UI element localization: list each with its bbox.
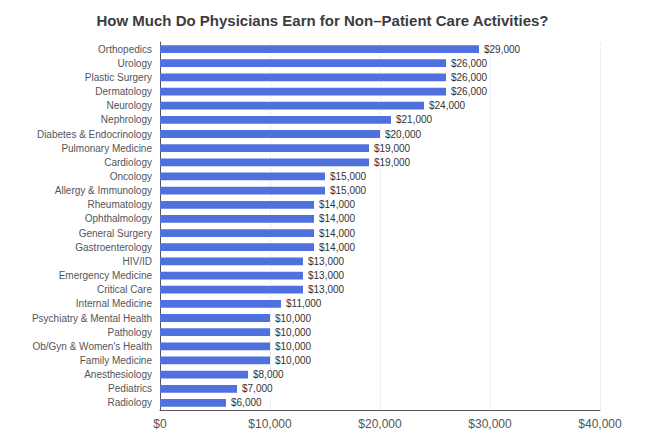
svg-text:$10,000: $10,000: [248, 417, 292, 431]
svg-text:$24,000: $24,000: [429, 100, 466, 111]
svg-text:$26,000: $26,000: [451, 58, 488, 69]
svg-text:Diabetes & Endocrinology: Diabetes & Endocrinology: [37, 129, 152, 140]
svg-text:$15,000: $15,000: [330, 171, 367, 182]
svg-text:$19,000: $19,000: [374, 143, 411, 154]
svg-text:Allergy & Immunology: Allergy & Immunology: [55, 185, 152, 196]
svg-text:$13,000: $13,000: [308, 270, 345, 281]
svg-text:$13,000: $13,000: [308, 284, 345, 295]
svg-text:$11,000: $11,000: [286, 298, 322, 309]
svg-text:Neurology: Neurology: [106, 100, 152, 111]
svg-text:$7,000: $7,000: [242, 383, 273, 394]
svg-text:$21,000: $21,000: [396, 114, 433, 125]
svg-text:Emergency Medicine: Emergency Medicine: [59, 270, 153, 281]
svg-text:Nephrology: Nephrology: [101, 114, 152, 125]
svg-text:Radiology: Radiology: [108, 397, 152, 408]
svg-text:$19,000: $19,000: [374, 157, 411, 168]
svg-text:$10,000: $10,000: [275, 327, 312, 338]
svg-text:$0: $0: [153, 417, 167, 431]
svg-text:Critical Care: Critical Care: [97, 284, 152, 295]
svg-text:$14,000: $14,000: [319, 199, 356, 210]
svg-text:$8,000: $8,000: [253, 369, 284, 380]
svg-text:Family Medicine: Family Medicine: [80, 355, 153, 366]
svg-text:$10,000: $10,000: [275, 313, 312, 324]
svg-text:Rheumatology: Rheumatology: [88, 199, 152, 210]
svg-text:$26,000: $26,000: [451, 86, 488, 97]
svg-text:$20,000: $20,000: [358, 417, 402, 431]
svg-text:Urology: Urology: [118, 58, 152, 69]
svg-text:$40,000: $40,000: [578, 417, 622, 431]
svg-text:Dermatology: Dermatology: [95, 86, 152, 97]
svg-text:$15,000: $15,000: [330, 185, 367, 196]
svg-text:$13,000: $13,000: [308, 256, 345, 267]
svg-text:Pulmonary Medicine: Pulmonary Medicine: [61, 143, 152, 154]
svg-text:HIV/ID: HIV/ID: [123, 256, 152, 267]
svg-text:Ob/Gyn & Women's Health: Ob/Gyn & Women's Health: [32, 341, 152, 352]
svg-text:$14,000: $14,000: [319, 213, 356, 224]
svg-text:Anesthesiology: Anesthesiology: [84, 369, 152, 380]
svg-text:$6,000: $6,000: [231, 397, 262, 408]
svg-text:$30,000: $30,000: [468, 417, 512, 431]
svg-text:Oncology: Oncology: [110, 171, 152, 182]
svg-text:$10,000: $10,000: [275, 355, 312, 366]
svg-text:$10,000: $10,000: [275, 341, 312, 352]
svg-text:$26,000: $26,000: [451, 72, 488, 83]
svg-text:Plastic Surgery: Plastic Surgery: [85, 72, 152, 83]
svg-text:$14,000: $14,000: [319, 242, 356, 253]
svg-text:Pediatrics: Pediatrics: [108, 383, 152, 394]
svg-text:Pathology: Pathology: [108, 327, 152, 338]
svg-text:$29,000: $29,000: [484, 44, 521, 55]
svg-text:General Surgery: General Surgery: [79, 228, 152, 239]
svg-text:Orthopedics: Orthopedics: [98, 44, 152, 55]
svg-text:$20,000: $20,000: [385, 129, 422, 140]
svg-text:$14,000: $14,000: [319, 228, 356, 239]
svg-text:Ophthalmology: Ophthalmology: [85, 213, 152, 224]
svg-text:Gastroenterology: Gastroenterology: [75, 242, 152, 253]
svg-text:How Much Do Physicians Earn fo: How Much Do Physicians Earn for Non–Pati…: [96, 12, 548, 29]
svg-text:Internal Medicine: Internal Medicine: [76, 298, 153, 309]
svg-text:Psychiatry & Mental Health: Psychiatry & Mental Health: [32, 313, 152, 324]
svg-text:Cardiology: Cardiology: [104, 157, 152, 168]
